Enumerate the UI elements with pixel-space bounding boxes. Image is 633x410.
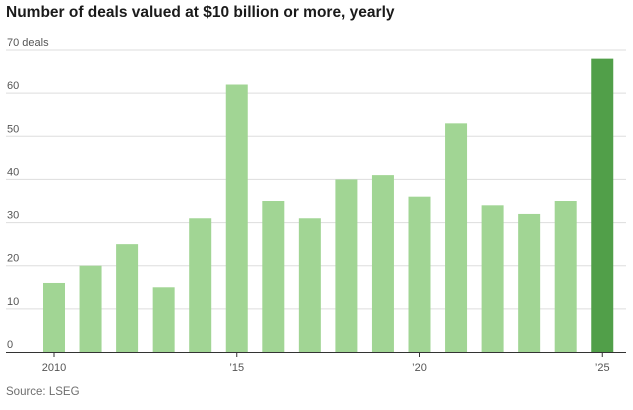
source-note: Source: LSEG	[6, 386, 80, 398]
y-tick-label-70: 70 deals	[7, 37, 49, 49]
bar-2012	[116, 244, 139, 352]
x-tick-label-2010: 2010	[42, 362, 66, 374]
bar-2023	[518, 213, 541, 352]
bar-2020	[408, 196, 431, 352]
y-tick-label-0: 0	[7, 339, 13, 351]
x-tick-label-2015: ’15	[229, 362, 244, 374]
y-axis-tick-labels: 0 10 20 30 40 50 60 70 deals	[7, 37, 49, 351]
bar-2019	[371, 175, 394, 352]
x-axis-tick-labels: 2010 ’15 ’20 ’25	[42, 362, 610, 374]
y-tick-label-50: 50	[7, 123, 19, 135]
y-tick-label-60: 60	[7, 80, 19, 92]
bar-2010	[43, 282, 65, 352]
bar-2015	[225, 84, 248, 352]
bar-2014	[189, 218, 212, 352]
bars	[43, 58, 614, 352]
bar-2011	[79, 265, 102, 352]
bar-2016	[262, 201, 285, 352]
x-tick-label-2025: ’25	[595, 362, 610, 374]
bar-2018	[335, 179, 358, 352]
y-tick-label-40: 40	[7, 166, 19, 178]
x-tick-label-2020: ’20	[412, 362, 427, 374]
bar-2022	[481, 205, 504, 352]
bar-2024	[554, 201, 577, 352]
x-axis	[6, 352, 626, 357]
y-tick-label-20: 20	[7, 253, 19, 265]
chart-title: Number of deals valued at $10 billion or…	[6, 4, 395, 21]
bar-2017	[298, 218, 321, 352]
bar-2025	[591, 58, 614, 352]
y-tick-label-10: 10	[7, 296, 19, 308]
bar-2013	[152, 287, 175, 352]
y-tick-label-30: 30	[7, 210, 19, 222]
bar-2021	[445, 123, 468, 352]
